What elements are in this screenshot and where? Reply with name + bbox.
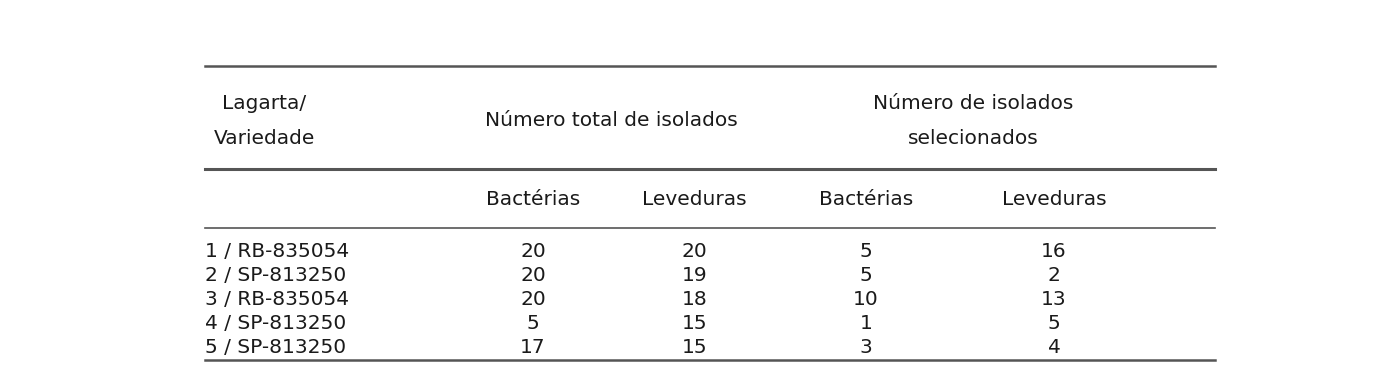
Text: 5 / SP-813250: 5 / SP-813250 [205, 338, 346, 357]
Text: 4 / SP-813250: 4 / SP-813250 [205, 314, 346, 333]
Text: 20: 20 [520, 290, 546, 309]
Text: 17: 17 [520, 338, 546, 357]
Text: Leveduras: Leveduras [1002, 190, 1106, 209]
Text: 1 / RB-835054: 1 / RB-835054 [205, 242, 349, 261]
Text: 16: 16 [1041, 242, 1067, 261]
Text: Bactérias: Bactérias [819, 190, 913, 209]
Text: 5: 5 [527, 314, 539, 333]
Text: 20: 20 [520, 266, 546, 285]
Text: 18: 18 [682, 290, 707, 309]
Text: 13: 13 [1041, 290, 1067, 309]
Text: Bactérias: Bactérias [486, 190, 581, 209]
Text: 15: 15 [682, 338, 707, 357]
Text: 4: 4 [1048, 338, 1060, 357]
Text: 10: 10 [854, 290, 879, 309]
Text: 3: 3 [859, 338, 872, 357]
Text: 20: 20 [682, 242, 707, 261]
Text: Lagarta/: Lagarta/ [223, 94, 306, 113]
Text: Leveduras: Leveduras [642, 190, 747, 209]
Text: 20: 20 [520, 242, 546, 261]
Text: 3 / RB-835054: 3 / RB-835054 [205, 290, 349, 309]
Text: Variedade: Variedade [213, 128, 315, 147]
Text: 19: 19 [682, 266, 707, 285]
Text: 2: 2 [1048, 266, 1060, 285]
Text: 1: 1 [859, 314, 873, 333]
Text: Número de isolados: Número de isolados [873, 94, 1074, 113]
Text: 2 / SP-813250: 2 / SP-813250 [205, 266, 346, 285]
Text: 5: 5 [1048, 314, 1060, 333]
Text: 15: 15 [682, 314, 707, 333]
Text: Número total de isolados: Número total de isolados [485, 111, 737, 130]
Text: 5: 5 [859, 242, 872, 261]
Text: selecionados: selecionados [908, 128, 1040, 147]
Text: 5: 5 [859, 266, 872, 285]
